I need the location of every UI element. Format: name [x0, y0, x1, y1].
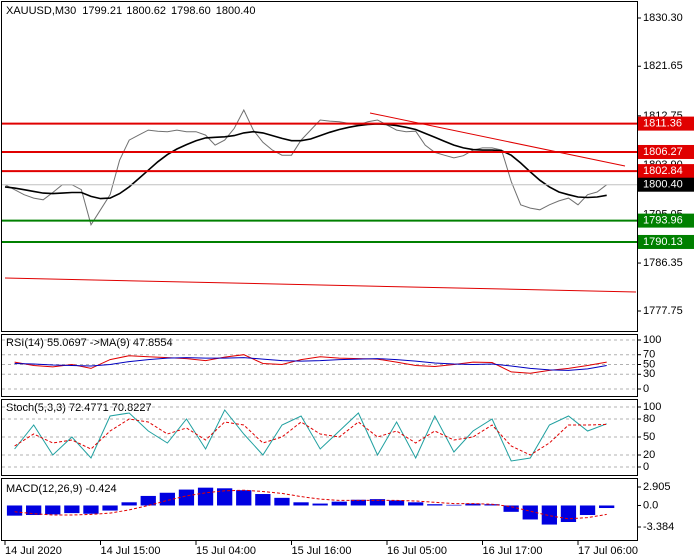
y-tick-label: 50 — [643, 431, 655, 443]
y-tick-label: 30 — [643, 368, 655, 380]
series-line — [14, 418, 607, 456]
y-tick-label: 70 — [643, 349, 655, 361]
level-label: 1811.36 — [643, 118, 682, 130]
level-label-box — [638, 164, 694, 179]
main-panel — [1, 1, 638, 332]
macd-panel — [1, 478, 638, 541]
histogram-bar — [427, 504, 443, 506]
y-tick-label: 100 — [643, 401, 661, 413]
histogram-bar — [503, 505, 519, 512]
histogram-bar — [6, 505, 23, 516]
series-line — [14, 354, 607, 374]
histogram-bar — [45, 505, 61, 515]
histogram-bar — [26, 505, 42, 516]
histogram-bar — [388, 500, 405, 506]
histogram-bar — [369, 499, 386, 506]
histogram-bar — [293, 502, 309, 506]
level-label-box — [638, 144, 694, 159]
level-label: 1802.84 — [643, 165, 683, 177]
x-tick-label: 15 Jul 04:00 — [196, 545, 256, 557]
x-tick-label: 15 Jul 16:00 — [292, 545, 352, 557]
y-tick-label: 2.905 — [643, 481, 671, 493]
histogram-bar — [560, 505, 577, 523]
level-label: 1806.27 — [643, 146, 683, 158]
histogram-bar — [236, 490, 252, 506]
panel-title: RSI(14) 55.0697 ->MA(9) 47.8554 — [6, 337, 173, 349]
main-title: XAUUSD,M30 1799.21 1800.62 1798.60 1800.40 — [6, 5, 256, 17]
y-tick-label: 20 — [643, 449, 655, 461]
y-tick-label: 100 — [643, 334, 661, 346]
y-tick-label: 1777.75 — [643, 305, 683, 317]
histogram-bar — [522, 505, 538, 520]
symbol: XAUUSD,M30 — [6, 5, 76, 17]
series-line — [14, 489, 607, 520]
histogram-bar — [140, 495, 156, 506]
trend-line — [4, 277, 637, 293]
y-tick-label: 50 — [643, 358, 655, 370]
series-line — [14, 357, 607, 371]
level-label-box — [638, 234, 694, 249]
x-tick-label: 16 Jul 17:00 — [483, 545, 543, 557]
trend-line — [369, 112, 626, 167]
x-tick-label: 14 Jul 2020 — [5, 545, 62, 557]
y-tick-label: 0.0 — [643, 499, 658, 511]
rsi-panel — [1, 334, 638, 397]
histogram-bar — [121, 502, 137, 506]
histogram-bar — [197, 487, 214, 506]
y-tick-label: 1821.65 — [643, 60, 683, 72]
series-line — [4, 108, 608, 227]
histogram-bar — [408, 502, 424, 506]
level-label-box — [638, 213, 694, 228]
y-tick-label: 80 — [643, 413, 655, 425]
histogram-bar — [465, 503, 481, 506]
histogram-bar — [102, 505, 118, 511]
panel-title: Stoch(5,3,3) 72.4771 70.8227 — [6, 402, 152, 414]
y-tick-label: 1830.30 — [643, 12, 683, 24]
high: 1800.62 — [126, 5, 166, 17]
histogram-bar — [599, 505, 615, 509]
y-tick-label: -3.384 — [643, 521, 674, 533]
histogram-bar — [83, 505, 99, 514]
y-tick-label: 0 — [643, 461, 649, 473]
histogram-bar — [350, 499, 366, 506]
level-label: 1790.13 — [643, 236, 683, 248]
x-tick-label: 14 Jul 15:00 — [101, 545, 161, 557]
last-price-label: 1800.40 — [643, 179, 683, 191]
histogram-bar — [178, 489, 195, 506]
histogram-bar — [159, 492, 175, 506]
y-tick-label: 1786.35 — [643, 257, 683, 269]
open: 1799.21 — [82, 5, 122, 17]
histogram-bar — [579, 505, 596, 516]
histogram-bar — [446, 504, 462, 506]
histogram-bar — [217, 488, 233, 506]
x-tick-label: 16 Jul 05:00 — [387, 545, 447, 557]
close: 1800.40 — [216, 5, 256, 17]
x-tick-label: 17 Jul 06:00 — [578, 545, 638, 557]
y-tick-label: 0 — [643, 383, 649, 395]
histogram-bar — [331, 501, 347, 506]
histogram-bar — [255, 494, 271, 506]
histogram-bar — [274, 497, 290, 506]
last-price-box — [638, 177, 694, 192]
histogram-bar — [541, 505, 557, 525]
level-label-box — [638, 116, 694, 131]
low: 1798.60 — [171, 5, 211, 17]
histogram-bar — [64, 505, 80, 514]
histogram-bar — [312, 503, 328, 506]
series-line — [14, 409, 607, 462]
histogram-bar — [484, 504, 500, 506]
level-label: 1793.96 — [643, 215, 683, 227]
panel-title: MACD(12,26,9) -0.424 — [6, 483, 117, 495]
